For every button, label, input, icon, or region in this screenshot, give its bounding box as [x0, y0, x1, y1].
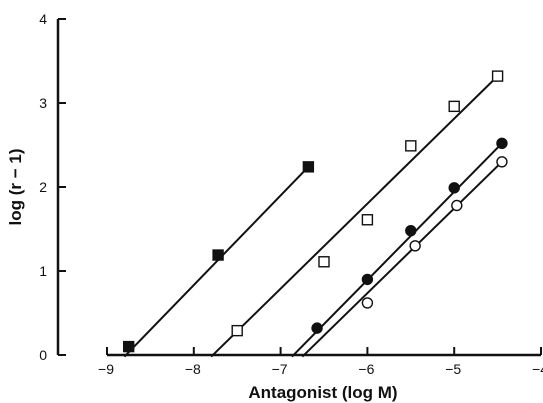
series-2-point — [318, 256, 330, 268]
series-3-point — [311, 322, 323, 334]
fit-lines — [123, 75, 503, 358]
series-2-point — [448, 100, 460, 113]
series-3-fit-line — [291, 142, 503, 358]
y-tick-label: 3 — [39, 95, 47, 111]
x-tick-label: −6 — [358, 361, 374, 377]
series-2-point — [361, 214, 374, 226]
series-4-point — [409, 240, 421, 252]
series-2-point — [405, 140, 417, 152]
series-4-fit-line — [301, 161, 503, 358]
series-1-point — [122, 340, 135, 353]
series-3-point — [361, 273, 374, 286]
x-tick-label: −7 — [272, 361, 288, 377]
y-tick-label: 0 — [39, 347, 47, 363]
y-tick-label: 1 — [39, 263, 47, 279]
series-1-fit-line — [123, 166, 310, 358]
series-3-point — [496, 137, 508, 150]
series-2-point — [491, 70, 504, 82]
series-1-point — [212, 249, 224, 261]
series-2-fit-line — [210, 75, 499, 358]
x-tick-label: −5 — [445, 361, 461, 377]
series-3-point — [405, 224, 417, 237]
y-tick-label: 2 — [39, 179, 47, 195]
series-3-point — [448, 182, 460, 194]
y-axis: 0 1 2 3 4 — [39, 11, 66, 363]
series-4-point — [361, 297, 374, 309]
x-axis-title: Antagonist (log M) — [248, 383, 397, 402]
y-axis-title: log (r − 1) — [6, 149, 25, 226]
series-2-point — [231, 324, 243, 337]
series-1-point — [302, 161, 315, 173]
x-tick-label: −9 — [98, 361, 114, 377]
x-tick-label: −8 — [185, 361, 201, 377]
y-ticks: 0 1 2 3 4 — [39, 11, 66, 363]
y-tick-label: 4 — [39, 11, 47, 27]
x-ticks: −9 −8 −7 −6 −5 −4 — [98, 347, 543, 377]
series-4-point — [451, 199, 463, 212]
x-axis: −9 −8 −7 −6 −5 −4 — [98, 347, 543, 377]
markers — [122, 70, 508, 353]
series-4-point — [496, 156, 508, 168]
x-tick-label: −4 — [532, 361, 543, 377]
